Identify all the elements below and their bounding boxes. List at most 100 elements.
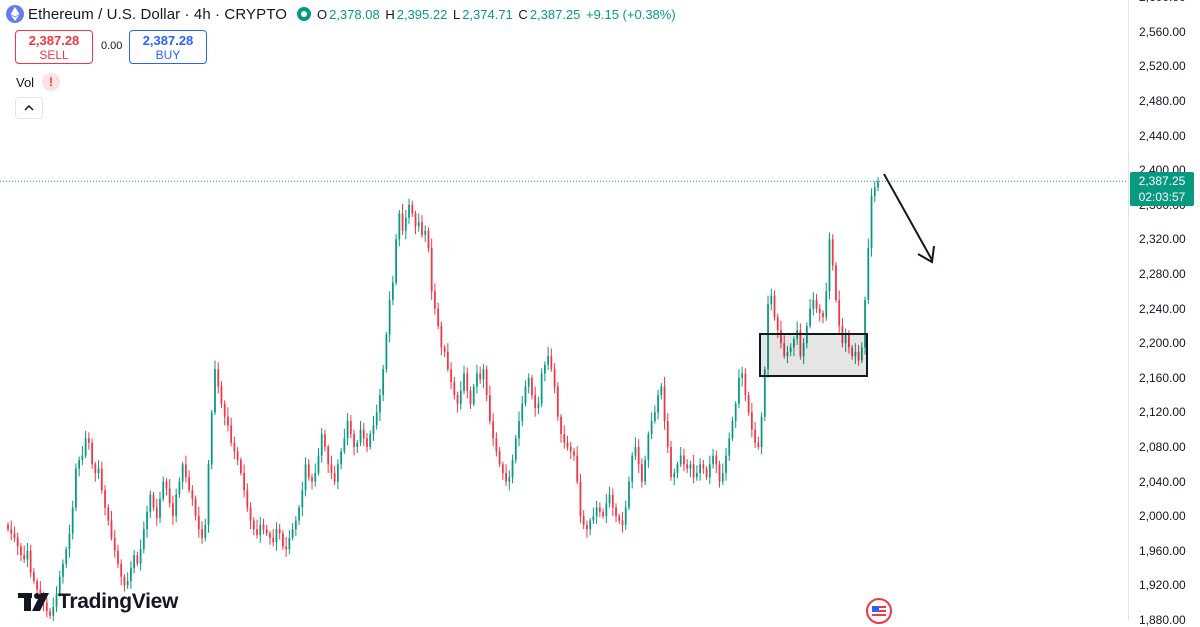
candle-body bbox=[624, 507, 627, 525]
candle-body bbox=[754, 429, 756, 443]
candle-body bbox=[246, 490, 249, 508]
tradingview-logo[interactable]: TradingView bbox=[18, 590, 178, 614]
candle-body bbox=[100, 468, 103, 491]
market-status-icon[interactable] bbox=[296, 7, 311, 21]
candle-body bbox=[269, 533, 271, 538]
sell-button[interactable]: 2,387.28 SELL bbox=[15, 30, 93, 64]
warning-icon[interactable]: ! bbox=[42, 73, 60, 91]
candle-body bbox=[349, 421, 352, 435]
candle-body bbox=[676, 464, 679, 473]
price-tick-label: 2,080.00 bbox=[1139, 440, 1186, 454]
candle-body bbox=[589, 520, 592, 530]
candle-body bbox=[330, 464, 333, 473]
down-arrow-drawing[interactable] bbox=[883, 173, 935, 264]
candle-body bbox=[282, 533, 284, 547]
candle-body bbox=[657, 395, 659, 413]
candle-body bbox=[333, 472, 336, 482]
candlestick-series[interactable] bbox=[0, 0, 1128, 624]
candle-body bbox=[252, 520, 255, 530]
chevron-up-icon bbox=[24, 105, 34, 111]
candle-body bbox=[822, 312, 824, 318]
candle-body bbox=[362, 429, 365, 439]
candle-body bbox=[505, 472, 507, 482]
candle-body bbox=[230, 425, 233, 443]
candle-body bbox=[854, 351, 857, 357]
price-tick-label: 2,120.00 bbox=[1139, 405, 1186, 420]
candle-body bbox=[492, 421, 495, 439]
price-tick-label: 2,280.00 bbox=[1139, 267, 1186, 281]
candle-body bbox=[582, 516, 585, 525]
consolidation-box[interactable] bbox=[759, 333, 868, 377]
candle-body bbox=[375, 412, 378, 426]
candle-body bbox=[602, 511, 604, 517]
candle-body bbox=[586, 524, 588, 530]
candle-body bbox=[165, 481, 168, 489]
candle-body bbox=[689, 464, 692, 469]
candle-body bbox=[430, 248, 433, 292]
candle-body bbox=[608, 494, 611, 504]
price-tick-label: 2,520.00 bbox=[1139, 59, 1186, 74]
candle-body bbox=[501, 464, 504, 473]
price-chart[interactable] bbox=[0, 0, 1128, 624]
candle-body bbox=[26, 550, 29, 560]
candle-body bbox=[55, 594, 58, 608]
candle-body bbox=[29, 550, 32, 573]
candle-body bbox=[547, 356, 550, 365]
price-tick-label: 2,000.00 bbox=[1139, 509, 1186, 524]
candle-body bbox=[631, 455, 634, 482]
price-scale[interactable]: 1,880.00 1,920.00 1,960.00 2,000.00 2,040.00… bbox=[1128, 0, 1200, 627]
candle-body bbox=[760, 416, 763, 447]
candle-body bbox=[809, 308, 811, 326]
candle-body bbox=[7, 524, 9, 530]
candle-body bbox=[110, 520, 113, 538]
candle-body bbox=[508, 477, 511, 482]
volume-indicator-label[interactable]: Vol bbox=[16, 75, 35, 90]
candle-body bbox=[359, 429, 362, 443]
candle-body bbox=[417, 222, 420, 227]
candle-body bbox=[605, 503, 608, 517]
high-key: H bbox=[385, 6, 395, 22]
candle-body bbox=[139, 549, 142, 564]
candle-body bbox=[437, 308, 440, 326]
candle-body bbox=[32, 572, 35, 582]
close-value: 2,387.25 bbox=[529, 6, 581, 22]
collapse-legend-button[interactable] bbox=[15, 97, 43, 119]
candle-body bbox=[301, 490, 304, 508]
symbol-title[interactable]: Ethereum / U.S. Dollar · 4h · CRYPTO bbox=[28, 5, 287, 23]
candle-body bbox=[556, 386, 559, 417]
candle-body bbox=[699, 464, 702, 473]
candle-body bbox=[666, 421, 669, 447]
candle-body bbox=[188, 477, 191, 491]
candle-body bbox=[611, 494, 614, 508]
candle-body bbox=[828, 239, 831, 292]
candle-body bbox=[463, 373, 465, 391]
candle-body bbox=[440, 325, 443, 348]
candle-body bbox=[113, 537, 116, 551]
candle-body bbox=[647, 434, 650, 460]
candle-body bbox=[731, 421, 734, 439]
candle-body bbox=[369, 434, 372, 447]
us-flag-icon[interactable] bbox=[866, 598, 892, 624]
candle-body bbox=[527, 377, 530, 387]
candle-body bbox=[873, 187, 876, 197]
price-tick-label: 1,920.00 bbox=[1139, 578, 1186, 593]
candle-body bbox=[285, 546, 288, 550]
candle-body bbox=[227, 416, 229, 426]
candle-body bbox=[366, 438, 368, 447]
candle-body bbox=[579, 481, 582, 517]
candle-body bbox=[411, 204, 414, 214]
candle-body bbox=[84, 438, 87, 456]
candle-body bbox=[524, 386, 527, 404]
candle-body bbox=[155, 507, 158, 518]
close-key: C bbox=[518, 6, 528, 22]
buy-button[interactable]: 2,387.28 BUY bbox=[129, 30, 207, 64]
candle-body bbox=[531, 377, 533, 396]
candle-body bbox=[414, 213, 417, 227]
candle-body bbox=[776, 317, 779, 331]
candle-body bbox=[81, 455, 84, 460]
candle-body bbox=[560, 416, 562, 435]
candle-body bbox=[327, 447, 330, 465]
candle-body bbox=[291, 529, 294, 538]
price-tick-label: 1,960.00 bbox=[1139, 543, 1186, 558]
candle-body bbox=[621, 520, 624, 525]
